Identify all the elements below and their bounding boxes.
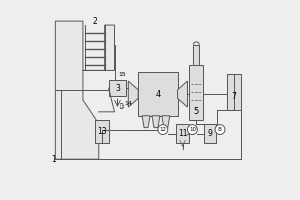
Polygon shape xyxy=(152,116,160,128)
Polygon shape xyxy=(162,116,170,128)
Polygon shape xyxy=(55,21,115,159)
Polygon shape xyxy=(128,81,138,107)
Text: 14: 14 xyxy=(124,101,132,106)
FancyBboxPatch shape xyxy=(204,124,216,143)
Polygon shape xyxy=(142,116,150,128)
Circle shape xyxy=(188,125,197,135)
Text: 15: 15 xyxy=(118,72,126,77)
FancyBboxPatch shape xyxy=(227,74,241,110)
Text: 1: 1 xyxy=(51,155,56,164)
FancyBboxPatch shape xyxy=(189,64,203,120)
FancyBboxPatch shape xyxy=(109,80,126,96)
Circle shape xyxy=(215,125,225,135)
Text: 2: 2 xyxy=(92,17,97,26)
Text: 7: 7 xyxy=(231,92,236,101)
Text: 13: 13 xyxy=(97,127,106,136)
Text: 9: 9 xyxy=(208,129,213,138)
Text: 5: 5 xyxy=(194,107,199,116)
Text: 11: 11 xyxy=(178,129,187,138)
FancyBboxPatch shape xyxy=(194,45,199,64)
Text: 10: 10 xyxy=(189,127,196,132)
Text: 4: 4 xyxy=(155,90,160,99)
Text: 12: 12 xyxy=(159,127,166,132)
Text: 水t: 水t xyxy=(119,103,125,109)
Circle shape xyxy=(158,125,168,135)
Text: 8: 8 xyxy=(218,127,222,132)
Polygon shape xyxy=(178,81,188,107)
Text: 3: 3 xyxy=(115,84,120,93)
FancyBboxPatch shape xyxy=(176,124,189,143)
FancyBboxPatch shape xyxy=(138,72,178,116)
FancyBboxPatch shape xyxy=(95,120,109,143)
